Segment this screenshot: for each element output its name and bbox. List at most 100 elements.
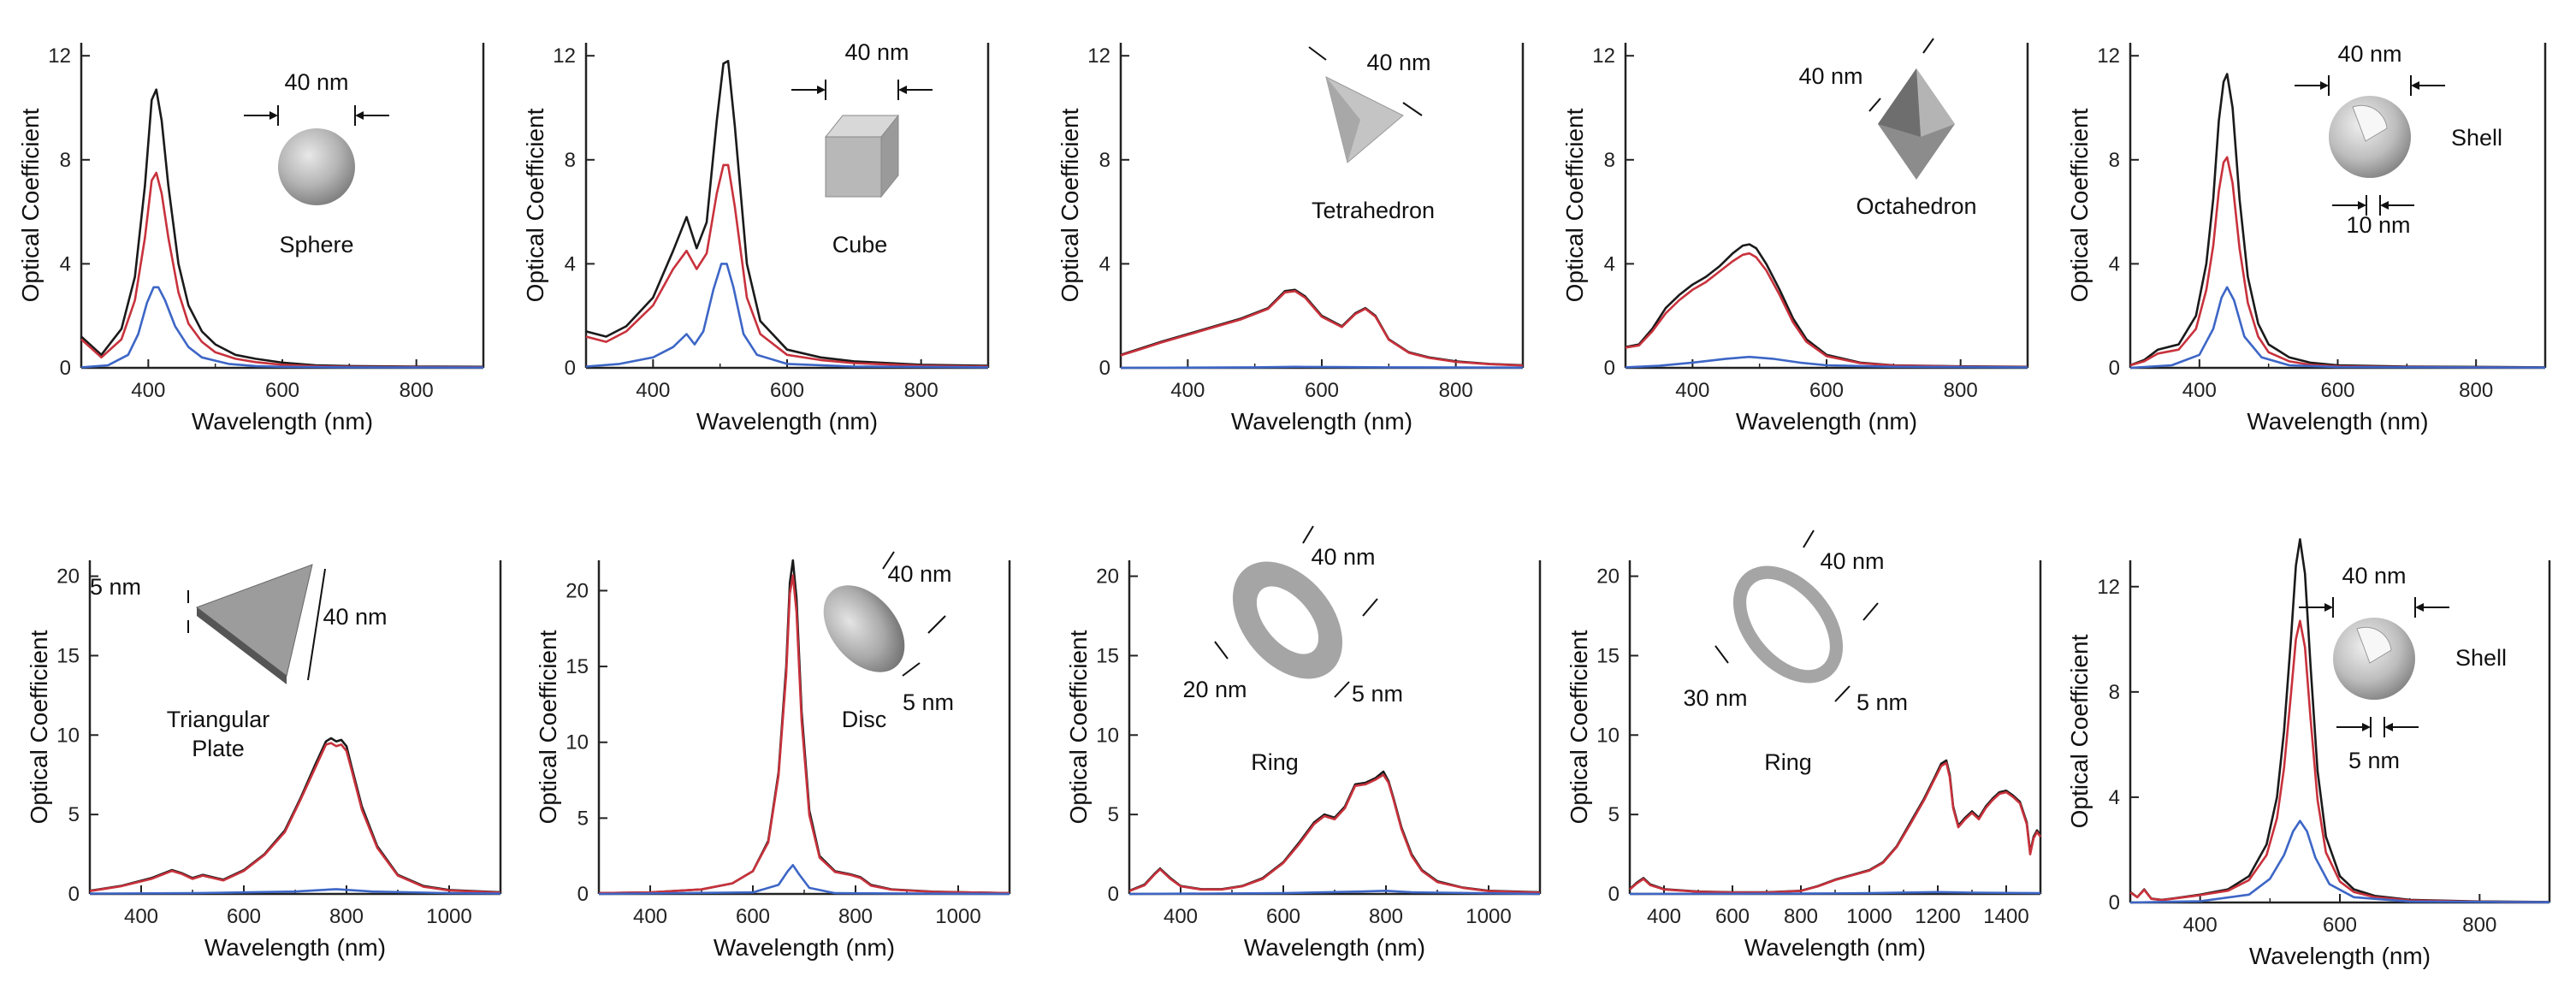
particle-illustration [791, 80, 933, 198]
y-tick-label: 8 [60, 149, 71, 172]
y-tick-label: 0 [2109, 357, 2120, 380]
series-line-absorption [2129, 619, 2550, 903]
series-line-total [585, 60, 989, 367]
y-axis-title: Optical Coefficient [522, 108, 548, 302]
dimension-label: 40 nm [1798, 63, 1862, 89]
shell-cutout [2356, 626, 2392, 664]
y-tick-label: 8 [1099, 149, 1110, 172]
x-tick-label: 1000 [426, 905, 471, 928]
octahedron-face [1916, 68, 1955, 137]
x-axis-title: Wavelength (nm) [696, 408, 878, 435]
dimension-arrow [1922, 38, 1934, 54]
x-tick-label: 800 [400, 379, 434, 402]
y-tick-label: 12 [1087, 44, 1110, 68]
x-axis-title: Wavelength (nm) [1231, 408, 1412, 435]
dimension-arrow [1862, 602, 1879, 621]
shape-label: Tetrahedron [1312, 198, 1435, 223]
y-tick-label: 0 [2109, 891, 2120, 914]
series-line-scattering [598, 863, 1010, 896]
shape-label: Plate [192, 736, 245, 761]
series-line-total [2129, 538, 2550, 903]
particle-illustration [1714, 530, 1879, 702]
x-tick-label: 800 [904, 379, 939, 402]
particle-illustration [1308, 46, 1423, 163]
dimension-label: 40 nm [2337, 41, 2401, 67]
dimension-label: 5 nm [90, 574, 141, 600]
y-axis-title: Optical Coefficient [2066, 108, 2093, 302]
dimension-label: 30 nm [1683, 685, 1747, 711]
y-tick-label: 15 [56, 644, 80, 667]
y-tick-label: 12 [553, 44, 576, 68]
x-tick-label: 400 [2182, 379, 2217, 402]
series-line-scattering [2129, 820, 2550, 904]
dimension-label: 5 nm [2348, 748, 2400, 773]
dimension-label: 5 nm [1856, 689, 1908, 715]
y-tick-label: 15 [566, 655, 589, 678]
y-tick-label: 0 [1608, 883, 1620, 906]
cube-front [825, 136, 882, 198]
y-tick-label: 20 [1096, 565, 1119, 589]
x-tick-label: 1400 [1983, 905, 2028, 928]
y-tick-label: 4 [1604, 252, 1615, 275]
x-tick-label: 1000 [1466, 905, 1511, 928]
x-tick-label: 600 [1266, 905, 1300, 928]
x-axis-title: Wavelength (nm) [2249, 943, 2431, 969]
chart-panel-2: 400 600 800 0 4 8 12 Wavelength (nm) Optical Coe… [522, 39, 990, 435]
shape-label: Disc [842, 707, 887, 732]
dimension-arrow [1402, 102, 1423, 116]
dimension-label: 40 nm [1820, 548, 1884, 574]
dimension-arrowhead [2384, 723, 2393, 731]
series-line-total [1128, 770, 1541, 894]
y-tick-label: 0 [60, 357, 71, 380]
y-tick-label: 20 [56, 565, 80, 589]
series-line-scattering [1629, 891, 2041, 896]
y-tick-label: 12 [2097, 576, 2120, 599]
y-axis-title: Optical Coefficient [2066, 634, 2093, 828]
x-tick-label: 800 [1944, 379, 1978, 402]
x-tick-label: 800 [1369, 905, 1403, 928]
disc-shape [823, 585, 905, 672]
dimension-arrowhead [2380, 201, 2389, 210]
y-tick-label: 5 [1108, 803, 1119, 826]
x-tick-label: 400 [131, 379, 165, 402]
x-axis-title: Wavelength (nm) [204, 934, 386, 961]
y-tick-label: 12 [2097, 44, 2120, 68]
series-line-total [89, 737, 501, 894]
y-tick-label: 8 [2109, 149, 2120, 172]
x-tick-label: 600 [770, 379, 804, 402]
particle-illustration [244, 105, 389, 205]
series-line-absorption [1629, 761, 2042, 894]
dimension-arrow [902, 662, 921, 677]
y-tick-label: 20 [1596, 565, 1620, 589]
y-tick-label: 0 [1099, 357, 1110, 380]
x-tick-label: 400 [2183, 914, 2218, 937]
particle-illustration [187, 564, 326, 684]
dimension-arrowhead [269, 111, 278, 120]
y-tick-label: 5 [68, 803, 80, 826]
series-line-absorption [598, 574, 1010, 895]
y-tick-label: 8 [2109, 681, 2120, 704]
series-line-scattering [585, 263, 989, 369]
triangular-plate-edge [197, 607, 287, 684]
shape-label: Cube [832, 232, 888, 257]
x-tick-label: 1200 [1915, 905, 1960, 928]
dimension-label: 40 nm [323, 604, 387, 630]
y-tick-label: 4 [565, 252, 576, 275]
particle-illustration [2299, 597, 2449, 737]
dimension-arrow [1834, 685, 1851, 702]
dimension-arrow [882, 551, 895, 570]
y-axis-title: Optical Coefficient [1561, 108, 1588, 302]
chart-panel-8: 400 600 800 1000 0 5 10 15 20 Wavelength (nm) Opti… [1065, 525, 1542, 961]
chart-panel-5: 400 600 800 0 4 8 12 Wavelength (nm) Optical Coe… [2066, 41, 2547, 435]
dimension-arrow [1308, 46, 1327, 61]
x-tick-label: 800 [838, 905, 873, 928]
y-tick-label: 4 [2109, 786, 2120, 809]
dimension-arrowhead [898, 86, 907, 94]
y-tick-label: 0 [1108, 883, 1119, 906]
series-line-absorption [585, 163, 989, 368]
dimension-arrow [1362, 598, 1378, 617]
y-tick-label: 10 [1096, 724, 1119, 747]
dimension-arrow [1868, 98, 1881, 112]
dimension-arrowhead [2362, 723, 2371, 731]
y-tick-label: 10 [566, 731, 589, 754]
